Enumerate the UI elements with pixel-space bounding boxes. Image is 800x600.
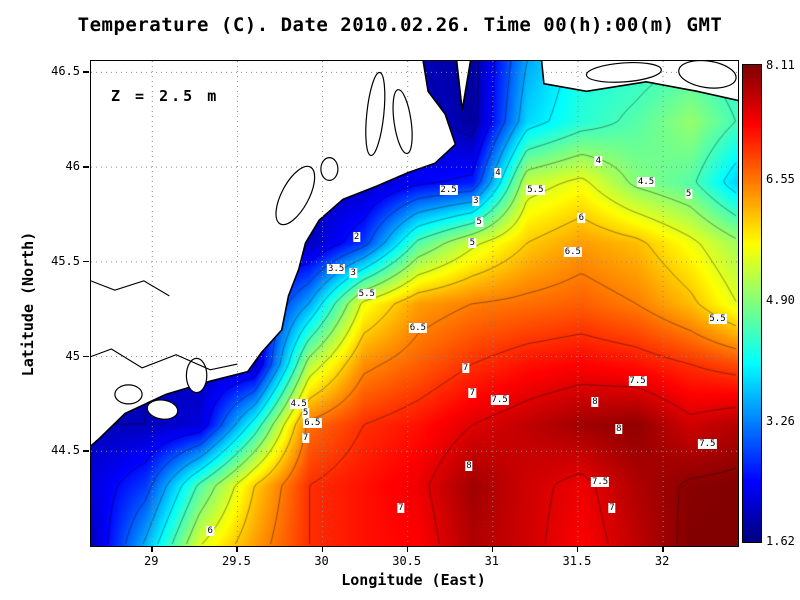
- contour-label: 7: [608, 503, 616, 514]
- contour-label: 7: [397, 503, 405, 514]
- contour-label: 7.5: [698, 438, 717, 449]
- chart-title: Temperature (C). Date 2010.02.26. Time 0…: [77, 14, 723, 36]
- x-tick-mark: [321, 546, 324, 552]
- colorbar-tick-label: 6.55: [766, 172, 795, 187]
- contour-label: 6: [577, 213, 586, 224]
- contour-label: 8: [465, 461, 473, 472]
- contour-label: 6: [206, 525, 214, 536]
- colorbar-tick-label: 8.11: [766, 58, 795, 72]
- x-tick-mark: [662, 546, 664, 552]
- y-tick-label: 45: [65, 348, 80, 363]
- colorbar: [742, 64, 762, 543]
- contour-label: 5.5: [526, 184, 545, 195]
- lake-outline: [114, 384, 143, 405]
- y-tick-mark: [83, 166, 89, 168]
- coastline-land: [91, 61, 457, 447]
- river-line: [91, 280, 170, 297]
- y-tick-label: 44.5: [51, 443, 80, 458]
- y-tick-mark: [83, 260, 89, 263]
- contour-label: 3.5: [327, 264, 346, 275]
- lake-outline: [678, 61, 737, 89]
- contour-label: 5.5: [357, 289, 376, 300]
- lake-outline: [275, 165, 316, 226]
- lake-outline: [320, 156, 339, 181]
- contour-label: 5: [684, 188, 693, 199]
- x-tick-label: 31.5: [562, 554, 592, 568]
- lake-outline: [146, 399, 179, 420]
- contour-label: 4: [494, 167, 502, 178]
- contour-label: 2.5: [439, 184, 458, 195]
- contour-label: 4: [594, 156, 603, 167]
- colorbar-tick-label: 4.90: [766, 293, 795, 308]
- contour-label: 5: [301, 408, 310, 419]
- coastline-land: [455, 61, 472, 111]
- y-tick-label: 46.5: [51, 64, 80, 79]
- contour-label: 6.5: [408, 323, 428, 334]
- contour-label: 3: [349, 268, 357, 279]
- lake-outline: [392, 89, 413, 155]
- y-axis-title: Latitude (North): [19, 231, 37, 377]
- y-tick-label: 46: [65, 159, 80, 174]
- contour-label: 7: [461, 362, 470, 373]
- contour-label: 5: [475, 217, 483, 228]
- contour-label: 6.5: [563, 247, 582, 258]
- lake-outline: [185, 357, 208, 394]
- x-axis-title: Longitude (East): [341, 571, 486, 589]
- contour-label: 5: [468, 237, 477, 248]
- lake-outline: [365, 71, 386, 157]
- contour-label: 7: [468, 387, 477, 398]
- x-tick-label: 30: [314, 554, 329, 568]
- contour-label: 2: [352, 232, 361, 243]
- contour-label: 8: [615, 423, 623, 434]
- river-line: [91, 348, 238, 371]
- contour-label: 7.5: [628, 376, 647, 387]
- contour-label: 7.5: [590, 476, 610, 487]
- y-tick-mark: [83, 450, 89, 452]
- contour-label: 7: [301, 433, 310, 443]
- contour-label: 7.5: [490, 395, 509, 406]
- contour-label: 8: [591, 397, 599, 408]
- x-tick-mark: [491, 546, 494, 552]
- x-tick-label: 31: [484, 554, 500, 568]
- y-tick-label: 45.5: [51, 253, 80, 268]
- x-tick-mark: [406, 546, 409, 552]
- depth-annotation: Z = 2.5 m: [111, 87, 220, 105]
- contour-labels-layer: 4 4 4.5 5 2.5 3 5.5 5 5 6 6.5 2 3.5 3 5.5 6.5 5.5 7 7 7.5 7.…: [91, 61, 738, 546]
- colorbar-tick-label: 3.26: [766, 413, 795, 428]
- contour-label: 4.5: [289, 398, 308, 409]
- plot-area: 4 4 4.5 5 2.5 3 5.5 5 5 6 6.5 2 3.5 3 5.5 6.5 5.5 7 7 7.5 7.…: [90, 60, 739, 547]
- contour-label: 5.5: [708, 313, 727, 324]
- contour-label: 4.5: [636, 177, 656, 188]
- contour-label: 6.5: [303, 417, 322, 428]
- contour-label: 3: [472, 196, 480, 207]
- x-tick-label: 29: [144, 554, 159, 568]
- x-tick-mark: [236, 546, 238, 552]
- x-tick-label: 29.5: [221, 554, 251, 568]
- x-tick-mark: [576, 546, 579, 552]
- x-tick-mark: [151, 546, 153, 552]
- x-tick-label: 32: [654, 554, 670, 568]
- colorbar-tick-label: 1.62: [766, 534, 795, 548]
- lake-outline: [585, 61, 662, 83]
- x-tick-label: 30.5: [392, 554, 422, 568]
- colorbar-gradient: [743, 65, 761, 542]
- y-tick-mark: [83, 355, 89, 358]
- y-tick-mark: [83, 71, 89, 73]
- map-overlay: [91, 61, 738, 546]
